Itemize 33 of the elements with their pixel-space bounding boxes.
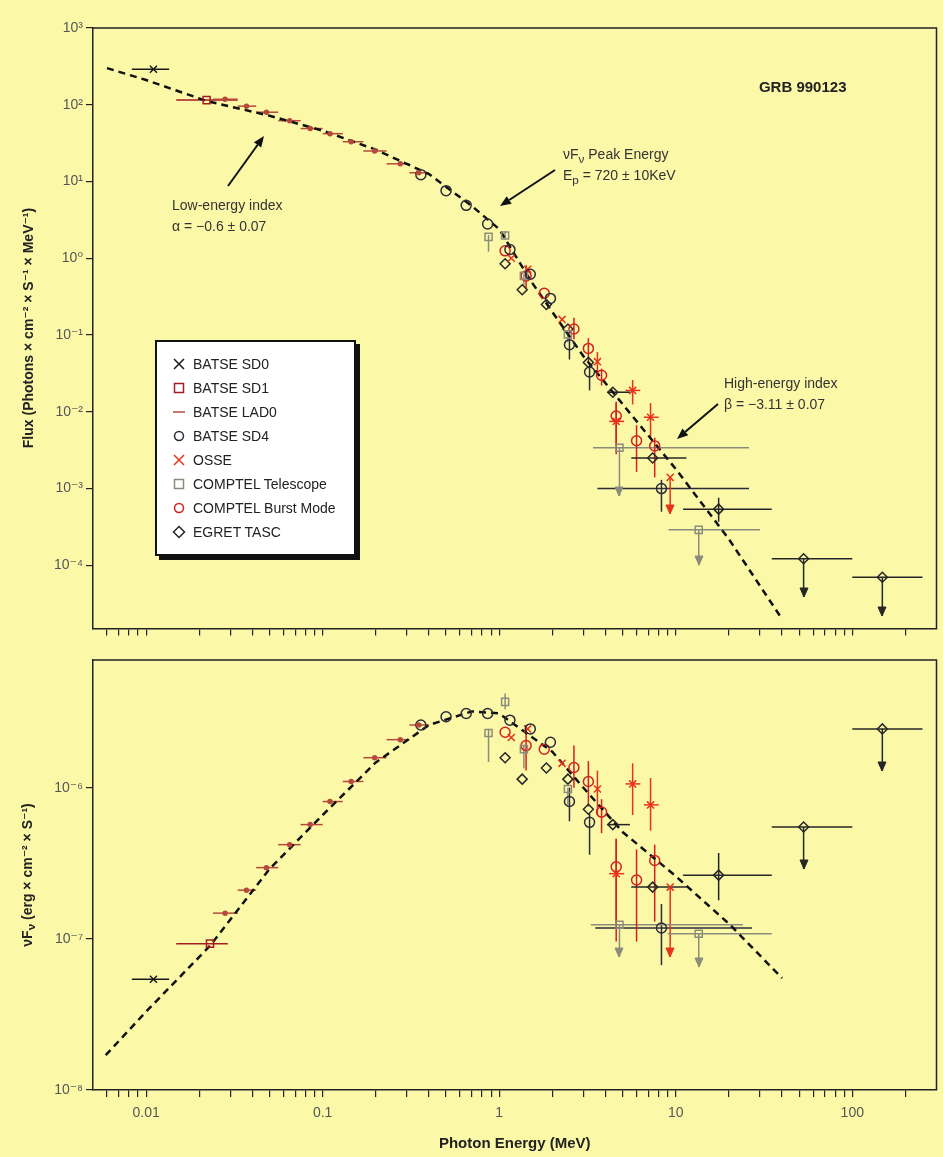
y-tick-label: 10¹ xyxy=(62,172,84,189)
y-tick-label: 10² xyxy=(62,95,84,112)
legend-label: EGRET TASC xyxy=(193,524,281,540)
y-tick-label: 10³ xyxy=(62,18,84,35)
annotation: Low-energy index xyxy=(172,196,283,214)
legend-label: OSSE xyxy=(193,452,232,468)
x-tick-label: 0.1 xyxy=(312,1104,333,1121)
y-tick-label: 10⁻⁷ xyxy=(54,929,83,946)
y-axis-title: Flux (Photons × cm⁻² × S⁻¹ × MeV⁻¹) xyxy=(20,208,36,449)
legend-label: BATSE SD0 xyxy=(193,356,269,372)
y-tick-label: 10⁻¹ xyxy=(55,325,84,342)
legend-label: COMPTEL Telescope xyxy=(193,476,327,492)
y-tick-label: 10⁰ xyxy=(61,249,84,266)
x-tick-label: 10 xyxy=(667,1104,684,1121)
text: GRB 990123 xyxy=(758,78,847,95)
annotation: High-energy index xyxy=(724,374,838,392)
x-axis-title: Photon Energy (MeV) xyxy=(438,1134,591,1152)
y-tick-label: 10⁻² xyxy=(55,402,84,419)
annotation: E$_{p}$ = 720 ± 10KeV xyxy=(563,166,676,188)
legend-label: COMPTEL Burst Mode xyxy=(193,500,336,516)
x-tick-label: 1 xyxy=(495,1104,504,1121)
annotation: νF$_{ν}$ Peak Energy xyxy=(563,145,669,167)
y-tick-label: 10⁻⁸ xyxy=(54,1080,84,1097)
legend-label: BATSE LAD0 xyxy=(193,404,277,420)
legend-label: BATSE SD1 xyxy=(193,380,269,396)
x-tick-label: 100 xyxy=(840,1104,865,1121)
y-tick-label: 10⁻⁶ xyxy=(54,778,83,795)
annotation: α = −0.6 ± 0.07 xyxy=(172,217,267,235)
y-tick-label: 10⁻³ xyxy=(55,479,84,496)
annotation: β = −3.11 ± 0.07 xyxy=(724,395,826,413)
x-tick-label: 0.01 xyxy=(132,1104,160,1121)
y-tick-label: 10⁻⁴ xyxy=(54,556,83,573)
legend-label: BATSE SD4 xyxy=(193,428,269,444)
